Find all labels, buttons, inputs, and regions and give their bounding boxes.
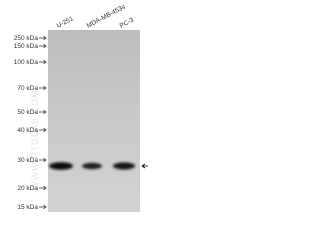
marker-label: 20 kDa xyxy=(17,185,38,192)
marker-label: 250 kDa xyxy=(14,35,39,42)
watermark: WWW.PTGLAB.COM xyxy=(30,90,40,191)
membrane xyxy=(48,30,140,212)
lane-label: PC-3 xyxy=(119,16,136,29)
marker-label: 15 kDa xyxy=(17,204,38,211)
band-arrow xyxy=(141,163,148,169)
lane-label: U-251 xyxy=(56,15,75,30)
marker-label: 50 kDa xyxy=(17,109,38,116)
marker-arrow xyxy=(39,127,47,133)
marker-label: 70 kDa xyxy=(17,85,38,92)
marker-arrow xyxy=(39,157,47,163)
marker-label: 100 kDa xyxy=(14,59,39,66)
marker-label: 150 kDa xyxy=(14,43,39,50)
band xyxy=(113,162,135,170)
marker-arrow xyxy=(39,204,47,210)
band xyxy=(82,162,102,170)
marker-label: 40 kDa xyxy=(17,127,38,134)
marker-arrow xyxy=(39,35,47,41)
marker-arrow xyxy=(39,185,47,191)
marker-arrow xyxy=(39,43,47,49)
marker-arrow xyxy=(39,59,47,65)
marker-label: 30 kDa xyxy=(17,157,38,164)
bands xyxy=(49,162,135,170)
marker-arrow xyxy=(39,85,47,91)
band xyxy=(49,162,73,170)
marker-arrow xyxy=(39,109,47,115)
